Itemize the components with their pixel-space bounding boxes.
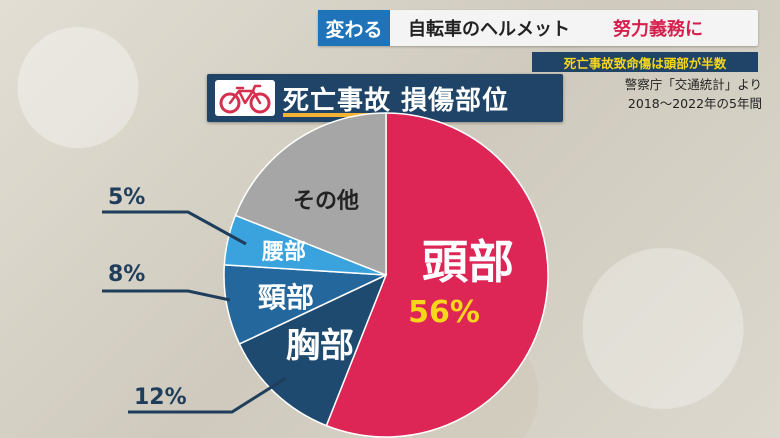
slice-label-head: 頭部: [422, 235, 514, 289]
data-label-head: 56%: [408, 295, 480, 330]
slice-label-chest: 胸部: [286, 326, 354, 366]
data-label-waist: 5%: [108, 185, 145, 210]
source-note: 警察庁「交通統計」より: [624, 77, 762, 92]
bicycle-icon: [215, 80, 275, 116]
note-highlight: 死亡事故致命傷は頭部が半数: [532, 52, 758, 72]
data-label-chest: 12%: [134, 385, 187, 410]
slice-label-neck: 頸部: [258, 281, 314, 314]
pie-slice-chest: [238, 273, 388, 427]
chart-title: 死亡事故 損傷部位: [283, 85, 510, 116]
leader-line-waist: [102, 210, 247, 246]
period-note: 2018～2022年の5年間: [627, 96, 762, 111]
leader-line-neck: [102, 289, 231, 302]
title-underline: [283, 113, 391, 117]
banner-accent: 努力義務に: [613, 19, 703, 40]
slice-label-other: その他: [293, 189, 359, 214]
pie-slice-head: [325, 112, 549, 438]
top-banner: [318, 10, 758, 46]
leader-line-chest: [128, 376, 287, 414]
data-label-neck: 8%: [108, 262, 145, 287]
banner-tag: 変わる: [318, 10, 390, 46]
banner-title: 自転車のヘルメット: [408, 19, 570, 40]
pie-slice-other: [234, 112, 387, 277]
slice-label-waist: 腰部: [261, 239, 306, 265]
